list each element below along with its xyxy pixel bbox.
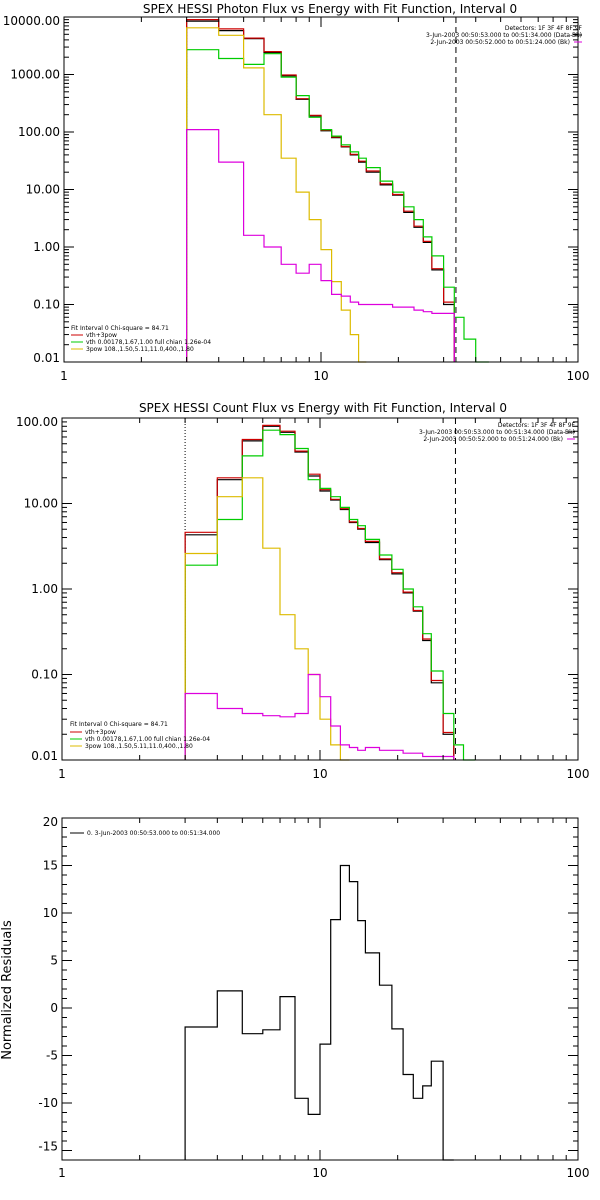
photon-flux-magenta-step-series [186, 129, 455, 362]
photon-flux-x-tick-label: 10 [313, 369, 328, 383]
count-flux-vth-params: vth 0.00178,1.67,1.00 full chian 1.26e-0… [85, 736, 210, 743]
count-flux-ticks: 1 10 100 0.01 0.10 1.00 10.00 100.00 [16, 415, 589, 781]
residuals-marks [184, 864, 454, 1161]
count-flux-marks [184, 418, 476, 761]
count-flux-detectors: Detectors: 1F 3F 4F 8F 9F [498, 422, 576, 429]
count-flux-y-tick-label: 10.00 [24, 497, 58, 511]
photon-flux-axes-frame [63, 16, 579, 363]
photon-flux-y-tick-label: 0.01 [33, 351, 60, 365]
residuals-y-tick-label: -5 [46, 1049, 58, 1063]
residuals-y-tick-label: 5 [50, 954, 58, 968]
count-flux-x-tick-label: 100 [567, 767, 590, 781]
photon-flux-green-step-series [186, 49, 489, 363]
count-flux-data-interval: 3-Jun-2003 00:50:53.000 to 00:51:34.000 … [419, 429, 575, 436]
residuals-y-tick-label: -15 [38, 1140, 58, 1154]
photon-flux-y-tick-label: 100.00 [18, 125, 60, 139]
photon-flux-x-tick-label: 1 [60, 369, 68, 383]
count-flux-green-step-series [184, 429, 476, 761]
photon-flux-yellow-step-series [186, 27, 367, 363]
count-flux-info-left: Fit Interval 0 Chi-square = 84.71 vth+3p… [70, 721, 210, 750]
count-flux-y-tick-label: 1.00 [31, 582, 58, 596]
count-flux-bk-interval: 2-Jun-2003 00:50:52.000 to 00:51:24.000 … [423, 436, 563, 443]
photon-flux-y-tick-label: 1000.00 [10, 68, 60, 82]
count-flux-fit-label: Fit Interval 0 Chi-square = 84.71 [70, 721, 168, 728]
photon-flux-detectors: Detectors: 1F 3F 4F 8F 9F [505, 25, 583, 32]
residuals-ticks: 1 10 100 -15 -10 -5 0 5 10 15 20 [38, 815, 589, 1180]
photon-flux-panel: SPEX HESSI Photon Flux vs Energy with Fi… [3, 2, 590, 383]
count-flux-x-tick-label: 10 [312, 767, 327, 781]
photon-flux-marks [186, 17, 489, 363]
photon-flux-fit-label: Fit Interval 0 Chi-square = 84.71 [71, 325, 169, 332]
residuals-y-tick-label: 20 [43, 815, 58, 829]
residuals-y-tick-label: 0 [50, 1001, 58, 1015]
photon-flux-data-interval: 3-Jun-2003 00:50:53.000 to 00:51:34.000 … [426, 32, 582, 39]
count-flux-x-tick-label: 1 [58, 767, 66, 781]
photon-flux-info-right: Detectors: 1F 3F 4F 8F 9F 3-Jun-2003 00:… [426, 25, 583, 46]
photon-flux-title: SPEX HESSI Photon Flux vs Energy with Fi… [143, 2, 517, 16]
photon-flux-vth-params: vth 0.00178,1.67,1.00 full chian 1.26e-0… [86, 339, 211, 346]
photon-flux-x-tick-label: 100 [567, 369, 590, 383]
count-flux-info-right: Detectors: 1F 3F 4F 8F 9F 3-Jun-2003 00:… [419, 422, 576, 443]
photon-flux-info-left: Fit Interval 0 Chi-square = 84.71 vth+3p… [71, 325, 211, 353]
residuals-black-step-series [184, 864, 454, 1161]
photon-flux-fit-func: vth+3pow [86, 332, 117, 339]
photon-flux-y-tick-label: 10.00 [26, 183, 60, 197]
photon-flux-bk-interval: 2-Jun-2003 00:50:52.000 to 00:51:24.000 … [430, 39, 570, 46]
count-flux-fit-func: vth+3pow [85, 729, 116, 736]
residuals-x-tick-label: 10 [312, 1166, 327, 1180]
count-flux-y-tick-label: 0.10 [31, 668, 58, 682]
photon-flux-y-tick-label: 0.10 [33, 298, 60, 312]
photon-flux-ticks: 1 10 100 0.01 0.10 1.00 10.00 100.00 1000.00 1000… [3, 14, 590, 383]
count-flux-magenta-step-series [184, 673, 455, 760]
residuals-y-tick-label: 10 [43, 906, 58, 920]
count-flux-y-tick-label: 0.01 [31, 749, 58, 763]
count-flux-yellow-step-series [184, 477, 350, 761]
photon-flux-y-tick-label: 1.00 [33, 240, 60, 254]
count-flux-panel: SPEX HESSI Count Flux vs Energy with Fit… [16, 401, 589, 781]
photon-flux-black-step-series [186, 20, 455, 362]
count-flux-y-tick-label: 100.00 [16, 415, 58, 429]
photon-flux-y-tick-label: 10000.00 [3, 14, 60, 28]
residuals-y-tick-label: -10 [38, 1096, 58, 1110]
residuals-y-tick-label: 15 [43, 859, 58, 873]
count-flux-3pow-params: 3pow 108.,1.50,5.11,11.0,400.,1.80 [85, 743, 193, 750]
residuals-ylabel: Normalized Residuals [0, 920, 15, 1060]
residuals-x-tick-label: 1 [58, 1166, 66, 1180]
count-flux-title: SPEX HESSI Count Flux vs Energy with Fit… [139, 401, 507, 415]
residuals-legend: 0. 3-Jun-2003 00:50:53.000 to 00:51:34.0… [87, 830, 220, 837]
residuals-x-tick-label: 100 [567, 1166, 590, 1180]
residuals-panel: 1 10 100 -15 -10 -5 0 5 10 15 20 Normalized Residu… [0, 815, 589, 1180]
photon-flux-3pow-params: 3pow 108.,1.50,5.11,11.0,400.,1.80 [86, 346, 194, 353]
